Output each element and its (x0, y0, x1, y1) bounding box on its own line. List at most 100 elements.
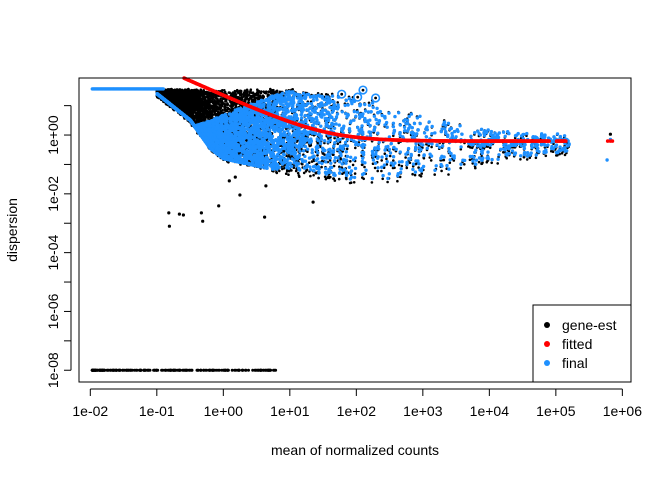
point-gene-est (90, 368, 94, 372)
point-gene-est (430, 145, 433, 149)
point-gene-est (480, 162, 484, 165)
point-gene-est (226, 103, 230, 106)
point-gene-est (184, 368, 188, 372)
point-gene-est (264, 90, 268, 93)
point-gene-est (171, 368, 175, 372)
point-gene-est (209, 110, 212, 114)
point-gene-est (97, 368, 101, 372)
point-gene-est (320, 165, 323, 169)
point-gene-est (440, 169, 443, 173)
point-gene-est (224, 103, 227, 106)
point-gene-est (323, 175, 327, 179)
point-gene-est (207, 98, 210, 101)
point-gene-est (139, 368, 143, 372)
point-gene-est (167, 368, 171, 372)
point-gene-est (206, 105, 210, 108)
point-gene-est (352, 181, 356, 184)
point-gene-est (202, 93, 205, 96)
point-gene-est (349, 160, 352, 163)
point-gene-est (209, 104, 212, 107)
point-gene-est (211, 96, 215, 99)
point-gene-est (302, 171, 306, 175)
point-gene-est (388, 154, 392, 158)
point-gene-est (392, 134, 395, 138)
point-gene-est (240, 94, 243, 97)
point-gene-est (244, 368, 248, 372)
point-gene-est (386, 180, 389, 184)
point-gene-est (345, 147, 349, 151)
point-gene-est (380, 169, 383, 173)
point-gene-est (287, 173, 290, 176)
point-gene-est (256, 368, 260, 372)
point-gene-est (238, 96, 242, 100)
point-gene-est (196, 100, 199, 104)
point-gene-est (209, 106, 213, 110)
point-gene-est (204, 102, 208, 106)
point-gene-est (114, 368, 118, 372)
point-gene-est (267, 368, 271, 372)
point-gene-est (198, 105, 202, 108)
point-gene-est (381, 177, 385, 181)
point-gene-est (127, 368, 131, 372)
point-gene-est (337, 177, 341, 181)
point-gene-est (317, 176, 320, 180)
point-gene-est (429, 159, 433, 162)
point-gene-est (253, 368, 257, 372)
point-gene-est (534, 156, 538, 160)
point-gene-est (163, 368, 167, 372)
point-gene-est (275, 171, 279, 175)
point-gene-est (107, 368, 111, 372)
point-gene-est (247, 368, 250, 372)
point-gene-est (297, 174, 301, 177)
point-gene-est (336, 142, 340, 146)
point-gene-est (194, 105, 198, 109)
point-gene-est (237, 368, 241, 372)
point-gene-est (186, 368, 190, 372)
point-gene-est (505, 156, 509, 160)
point-gene-est (223, 90, 227, 94)
point-gene-est (525, 158, 529, 161)
point-gene-est (153, 368, 156, 372)
point-gene-est (477, 160, 481, 164)
point-gene-est (233, 89, 237, 93)
point-gene-est (257, 90, 261, 93)
point-gene-est (333, 179, 337, 182)
point-gene-est (361, 176, 364, 179)
point-gene-est (200, 100, 204, 103)
point-gene-est (417, 153, 421, 157)
point-gene-est (474, 166, 477, 170)
point-gene-est (327, 175, 330, 178)
point-gene-est (220, 99, 224, 103)
point-gene-est (272, 368, 275, 372)
point-gene-est (324, 177, 328, 181)
point-gene-est (267, 90, 271, 93)
point-gene-est (354, 146, 357, 150)
point-gene-est (405, 166, 409, 170)
point-gene-est (312, 173, 315, 177)
point-gene-est (459, 166, 463, 170)
point-gene-est (351, 163, 355, 167)
point-gene-est (296, 171, 300, 175)
point-gene-est (260, 368, 263, 372)
point-gene-est (278, 90, 282, 94)
point-gene-est (420, 172, 424, 175)
point-gene-est (235, 102, 238, 106)
point-gene-est (171, 90, 175, 94)
point-gene-est (551, 150, 555, 153)
point-gene-est (215, 105, 219, 108)
point-gene-est (400, 164, 404, 168)
point-gene-est (463, 163, 466, 166)
point-gene-est (411, 172, 414, 176)
point-gene-est (376, 169, 380, 173)
point-gene-est (161, 368, 165, 372)
point-gene-est (241, 368, 245, 372)
point-gene-est (93, 368, 97, 372)
point-gene-est (385, 157, 388, 161)
point-gene-est (227, 91, 231, 94)
point-gene-est (217, 368, 221, 372)
point-gene-est (204, 92, 208, 95)
point-gene-est (341, 172, 344, 175)
point-gene-est (220, 368, 224, 372)
point-gene-est (544, 154, 548, 158)
point-gene-est (196, 368, 200, 372)
